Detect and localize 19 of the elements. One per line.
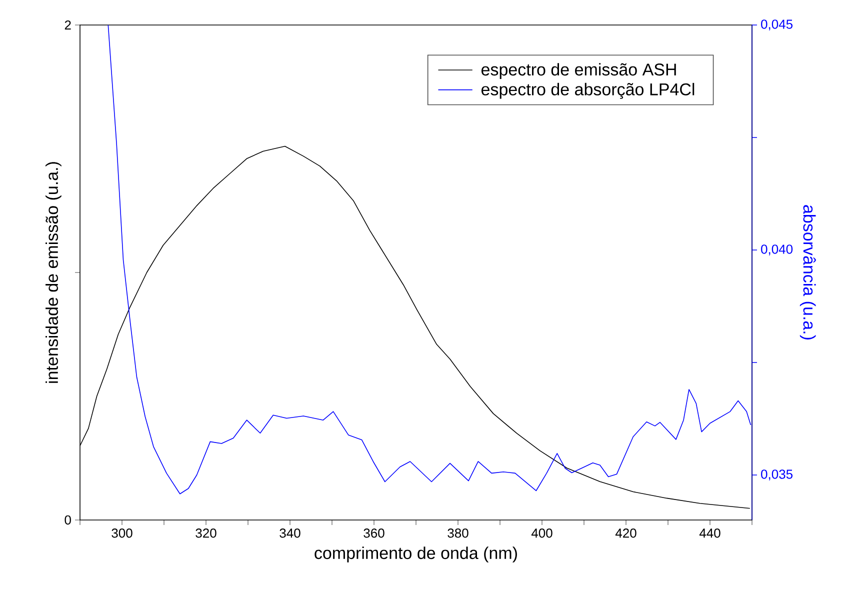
- y2-tick-label: 0,045: [761, 20, 793, 30]
- x-tick-label: 340: [280, 528, 300, 538]
- x-tick-label: 420: [615, 528, 636, 538]
- line-series: [108, 24, 752, 494]
- x-tick-label: 360: [364, 528, 384, 538]
- y2-tick-label: 0,035: [761, 470, 793, 480]
- legend-label: espectro de absorção LP4Cl: [481, 82, 694, 99]
- x-tick-label: 300: [112, 528, 132, 538]
- x-tick-label: 380: [448, 528, 468, 538]
- x-tick-label: 440: [699, 528, 720, 538]
- legend-label: espectro de emissão ASH: [481, 63, 676, 79]
- y2-axis-title: absorvância (u.a.): [800, 205, 816, 340]
- y2-tick-label: 0,040: [761, 244, 793, 256]
- y-tick-label: 2: [64, 20, 71, 30]
- y-axis-title: intensidade de emissão (u.a.): [46, 162, 62, 383]
- x-tick-label: 400: [531, 528, 552, 538]
- x-tick-label: 320: [196, 528, 216, 538]
- x-axis-title: comprimento de onda (nm): [314, 546, 517, 562]
- y-tick-label: 0: [64, 515, 71, 525]
